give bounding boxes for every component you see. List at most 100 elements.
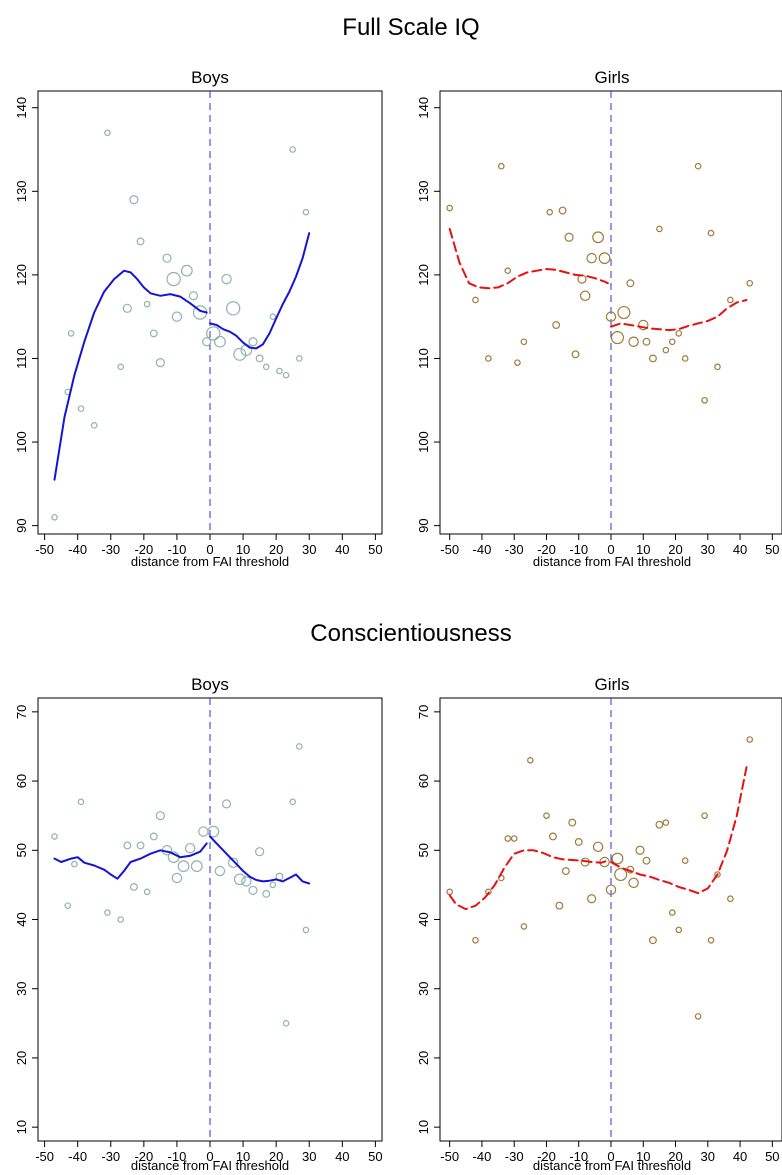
data-point <box>446 888 453 896</box>
panel-title: Boys <box>191 68 229 87</box>
data-point <box>675 330 683 337</box>
x-tick-label: -30 <box>101 542 120 557</box>
data-point <box>198 826 209 837</box>
data-point <box>510 835 518 842</box>
x-tick-label: 0 <box>607 542 614 557</box>
panel-fsiq-boys: Boys distance from FAI threshold -50 -40-… <box>14 68 383 569</box>
x-tick-label: -10 <box>569 542 588 557</box>
data-point <box>190 860 203 873</box>
x-tick-label: 40 <box>335 1149 349 1164</box>
x-tick-label: -50 <box>440 542 459 557</box>
data-point <box>240 344 253 357</box>
y-tick-label: 130 <box>14 180 29 202</box>
data-point <box>727 296 734 304</box>
data-point <box>655 820 664 829</box>
fit-line-left <box>448 227 609 290</box>
x-tick-label: 0 <box>206 1149 213 1164</box>
x-tick-label: 10 <box>236 1149 250 1164</box>
data-point <box>617 305 631 320</box>
x-tick-label: -10 <box>569 1149 588 1164</box>
data-point <box>162 253 172 263</box>
data-point <box>276 367 283 375</box>
data-point <box>446 204 453 212</box>
x-tick-label: 20 <box>668 1149 682 1164</box>
panel-consc-girls: Girls distance from FAI threshold -50 -40… <box>416 675 782 1173</box>
data-point <box>188 291 199 301</box>
x-tick-label: -30 <box>505 1149 524 1164</box>
data-point <box>504 267 512 275</box>
y-tick-label: 30 <box>416 981 431 995</box>
data-point <box>571 350 580 359</box>
x-tick-label: 50 <box>765 1149 779 1164</box>
data-point <box>543 812 550 819</box>
y-tick-label: 60 <box>416 774 431 788</box>
x-tick-label: 30 <box>701 542 715 557</box>
data-point <box>289 798 296 806</box>
y-tick-label: 10 <box>416 1120 431 1134</box>
x-tick-label: -10 <box>168 542 187 557</box>
data-point <box>248 885 258 896</box>
data-point <box>77 405 85 412</box>
data-point <box>155 358 165 368</box>
data-point <box>90 422 98 429</box>
data-point <box>221 273 232 285</box>
x-tick-label: -20 <box>134 542 153 557</box>
data-point <box>669 338 676 346</box>
x-tick-label: 50 <box>368 542 382 557</box>
x-tick-label: -30 <box>101 1149 120 1164</box>
panel-consc-boys: Boys distance from FAI threshold -50 -40-… <box>14 675 383 1173</box>
data-point <box>648 354 657 363</box>
data-point <box>520 338 528 346</box>
x-tick-label: 50 <box>765 542 779 557</box>
y-tick-label: 40 <box>14 912 29 926</box>
data-point <box>561 867 570 875</box>
section-title-conscientiousness: Conscientiousness <box>310 620 511 647</box>
data-point <box>51 513 58 521</box>
data-point <box>642 856 651 865</box>
data-point <box>472 936 479 944</box>
data-point <box>714 871 721 878</box>
data-point <box>143 888 151 896</box>
y-tick-label: 110 <box>416 348 431 369</box>
x-tick-label: -50 <box>35 1149 54 1164</box>
data-point <box>614 867 628 882</box>
x-tick-label: -20 <box>537 542 556 557</box>
x-tick-label: 0 <box>607 1149 614 1164</box>
data-point <box>206 326 221 341</box>
data-point <box>605 884 617 895</box>
data-point <box>248 337 258 347</box>
y-tick-label: 140 <box>416 97 431 119</box>
data-point <box>628 336 639 348</box>
data-point <box>555 901 564 910</box>
data-point <box>123 841 132 850</box>
x-tick-label: 10 <box>636 1149 650 1164</box>
data-point <box>586 252 597 264</box>
data-point <box>214 865 226 877</box>
x-tick-label: 20 <box>668 542 682 557</box>
data-point <box>282 1020 290 1027</box>
panel-title: Girls <box>595 675 630 694</box>
data-point <box>202 337 212 347</box>
data-point <box>714 363 721 371</box>
fit-line-left <box>53 269 208 481</box>
data-point <box>269 881 277 889</box>
data-point <box>51 833 58 840</box>
y-tick-label: 60 <box>14 774 29 788</box>
data-point <box>592 231 604 244</box>
data-point <box>149 329 158 338</box>
data-point <box>207 825 220 838</box>
data-point <box>64 902 72 909</box>
fit-line-right <box>610 766 748 895</box>
x-tick-label: 30 <box>701 1149 715 1164</box>
data-point <box>662 819 670 826</box>
data-point <box>662 346 670 354</box>
data-point <box>746 279 754 287</box>
data-point <box>558 206 567 215</box>
data-point <box>701 396 708 404</box>
y-tick-label: 120 <box>416 264 431 286</box>
y-tick-label: 70 <box>416 705 431 719</box>
data-point <box>129 883 138 891</box>
data-point <box>707 229 715 237</box>
data-point <box>241 876 252 887</box>
section-title-fsiq: Full Scale IQ <box>342 14 479 41</box>
